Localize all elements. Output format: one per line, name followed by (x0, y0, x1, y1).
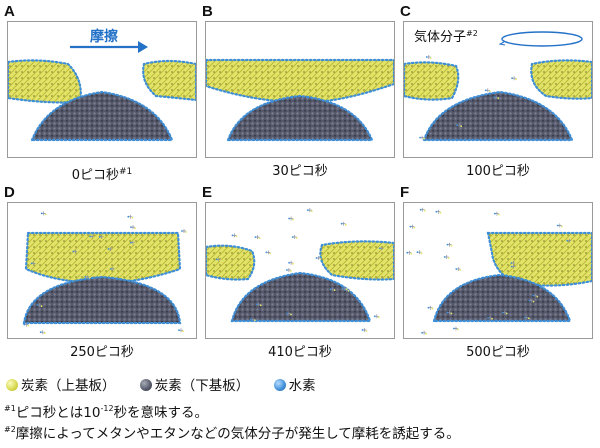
simulation-image (22, 211, 187, 335)
yellow-sphere-icon (6, 379, 18, 391)
panel-letter: F (400, 184, 410, 201)
simulation-frame (7, 202, 197, 339)
panel-d: D 250ピコ秒 (4, 185, 200, 363)
simulation-frame (7, 21, 197, 158)
footnote-mark: #2 (4, 425, 16, 434)
simulation-frame (403, 202, 593, 339)
panel-letter: B (202, 3, 213, 20)
time-label: 100ピコ秒 (466, 164, 530, 179)
time-label: 30ピコ秒 (272, 164, 328, 179)
simulation-image (206, 208, 394, 332)
time-label: 250ピコ秒 (70, 345, 134, 360)
legend-label: 炭素（下基板） (154, 378, 250, 394)
simulation-image (406, 207, 592, 335)
panel-letter: D (4, 184, 15, 201)
legend-label: 炭素（上基板） (21, 378, 116, 394)
gas-molecule-label: 気体分子#2 (414, 29, 478, 45)
footnote-text: 摩擦によってメタンやエタンなどの気体分子が発生して摩耗を誘起する。 (15, 426, 460, 442)
footnote-text: ピコ秒とは10 (15, 405, 101, 421)
friction-label: 摩擦 (90, 29, 118, 45)
legend-item-lower-carbon: 炭素（下基板） (139, 377, 250, 395)
simulation-frame (205, 21, 395, 158)
right-arrow-icon (70, 41, 148, 53)
time-label: 410ピコ秒 (268, 345, 332, 360)
legend-item-upper-carbon: 炭素（上基板） (6, 377, 116, 395)
time-label: 0ピコ秒#1 (71, 167, 133, 183)
footnote-mark: #1 (4, 404, 16, 413)
time-label: 500ピコ秒 (466, 345, 530, 360)
simulation-frame (403, 21, 593, 158)
panel-letter: E (202, 184, 213, 201)
panel-e: E 410ピコ秒 (202, 185, 398, 363)
footnote-1: #1ピコ秒とは10-12秒を意味する。 (4, 400, 208, 422)
exponent: -12 (100, 404, 114, 413)
simulation-frame (205, 202, 395, 339)
legend-item-hydrogen: 水素 (273, 377, 316, 395)
simulation-image (8, 41, 196, 142)
panel-f: F 500ピコ秒 (400, 185, 596, 363)
panel-b: B 30ピコ秒 (202, 4, 398, 182)
legend: 炭素（上基板） 炭素（下基板） 水素 (6, 377, 336, 395)
blue-sphere-icon (273, 379, 286, 391)
simulation-image (206, 58, 394, 142)
gray-sphere-icon (139, 379, 152, 391)
footnote-2: #2摩擦によってメタンやエタンなどの気体分子が発生して摩耗を誘起する。 (4, 421, 460, 443)
footnote-text: 秒を意味する。 (113, 405, 209, 421)
panel-a: A 摩擦 0ピコ秒#1 (4, 3, 200, 183)
panel-c: C 気体分子#2 100ピコ秒 (400, 4, 596, 182)
panel-letter: A (4, 3, 15, 20)
simulation-image (404, 31, 592, 142)
panel-letter: C (400, 3, 411, 20)
legend-label: 水素 (288, 378, 316, 394)
